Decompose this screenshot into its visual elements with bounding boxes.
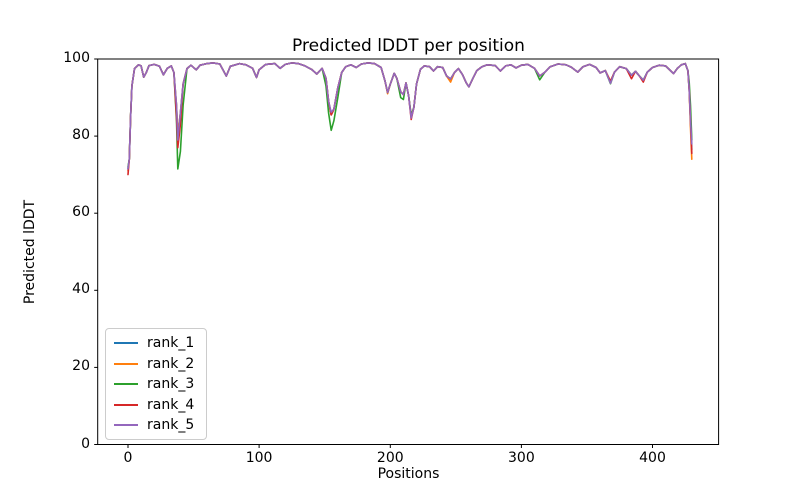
legend-label: rank_1: [147, 335, 195, 351]
series-line-rank_4: [127, 62, 693, 176]
legend-entry-rank_2: rank_2: [114, 357, 197, 371]
legend-label: rank_4: [147, 396, 195, 413]
legend-line-icon: [114, 342, 138, 344]
x-axis-label: Positions: [377, 466, 440, 482]
legend-label: rank_2: [147, 355, 195, 372]
x-tick-label: 400: [639, 450, 666, 466]
y-tick-label: 20: [72, 358, 90, 375]
y-axis-label: Predicted lDDT: [22, 199, 38, 305]
legend-line-icon: [114, 424, 138, 426]
legend-line-icon: [114, 403, 138, 406]
y-tick-label: 60: [72, 204, 90, 221]
x-tick-label: 0: [123, 450, 133, 466]
legend-entry-rank_5: rank_5: [114, 418, 197, 432]
x-tick-label: 300: [508, 450, 535, 466]
series-line-rank_2: [127, 62, 693, 172]
series-line-rank_5: [127, 62, 693, 170]
y-tick-label: 100: [63, 50, 90, 66]
legend-label: rank_5: [147, 417, 195, 433]
legend-line-icon: [114, 362, 138, 365]
y-tick-label: 40: [72, 281, 90, 298]
legend-entry-rank_3: rank_3: [114, 377, 197, 391]
legend-entry-rank_1: rank_1: [114, 336, 197, 350]
series-line-rank_1: [127, 62, 693, 170]
legend-line-icon: [114, 383, 138, 385]
legend: rank_1 rank_2 rank_3 rank_4 rank_5: [105, 328, 207, 440]
chart-title: Predicted lDDT per position: [292, 36, 525, 56]
series-line-rank_3: [127, 62, 693, 170]
plot-border: [97, 58, 720, 445]
y-tick-label: 0: [81, 435, 90, 452]
legend-entry-rank_4: rank_4: [114, 398, 197, 412]
y-tick-label: 80: [72, 127, 90, 144]
legend-label: rank_3: [147, 376, 195, 392]
x-tick-label: 200: [376, 450, 404, 466]
x-tick-label: 100: [245, 450, 273, 466]
